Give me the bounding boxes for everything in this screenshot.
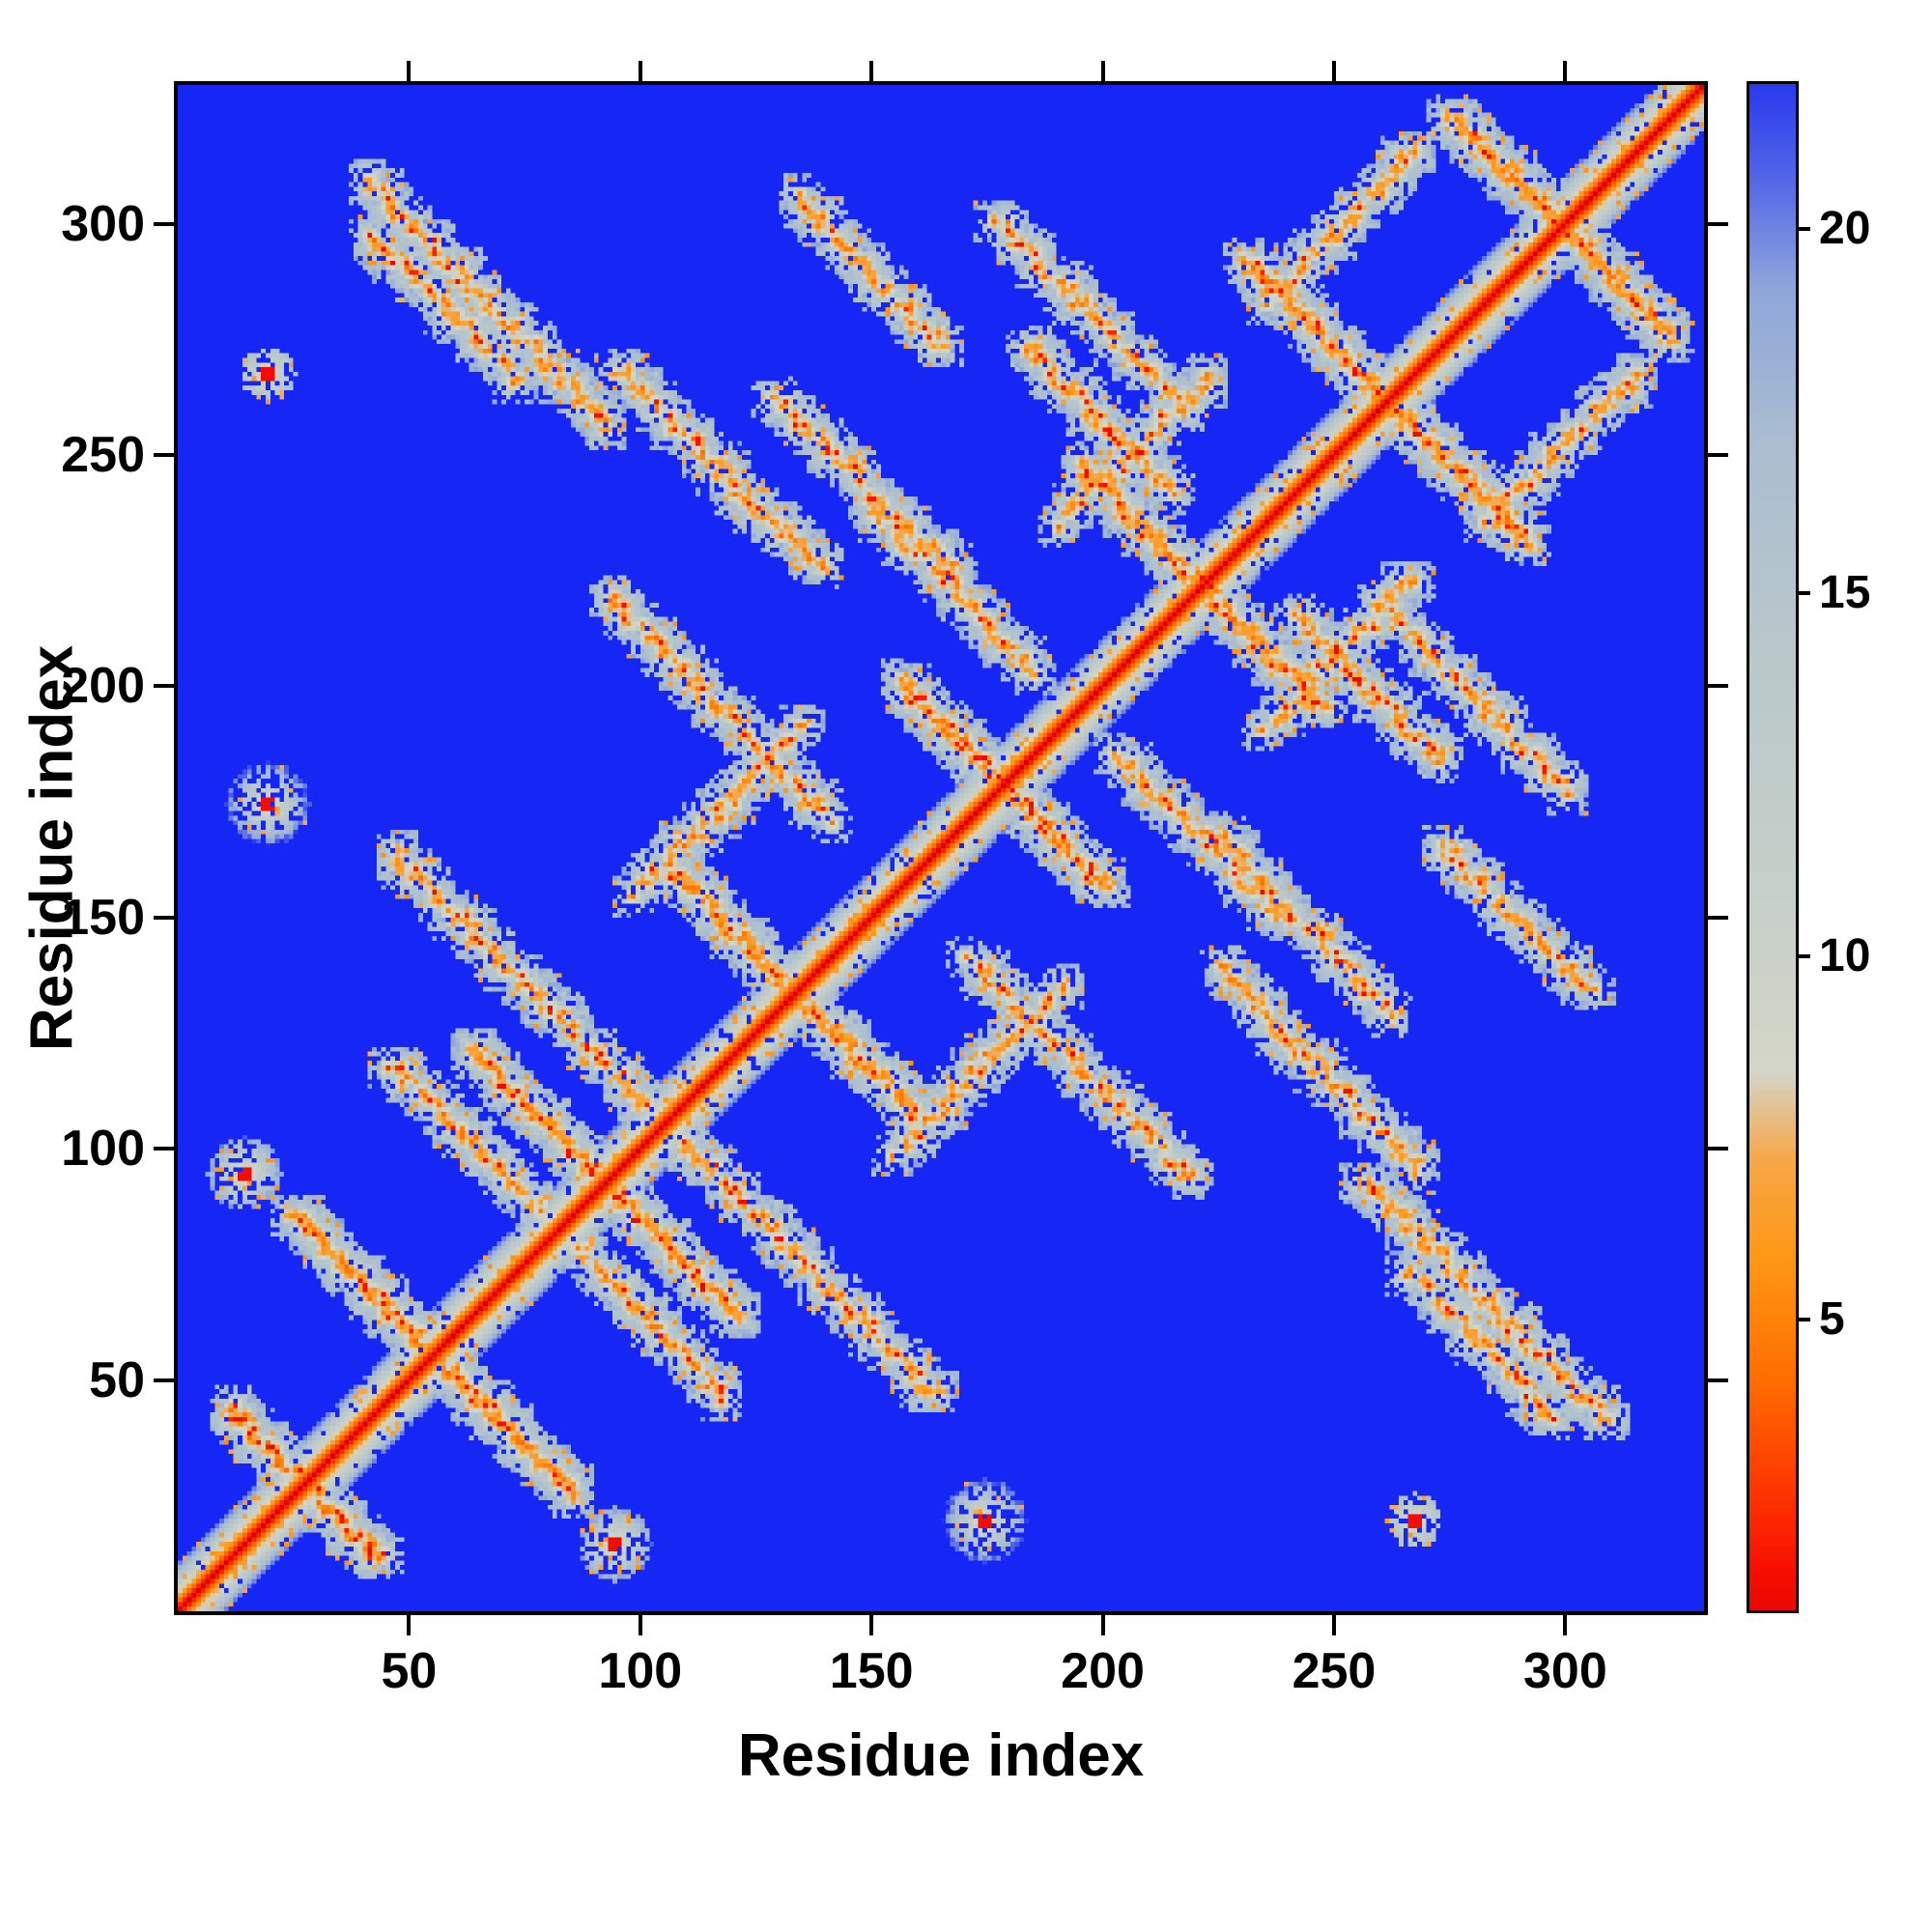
x-tick-mark (407, 1615, 412, 1635)
y-tick-mark (154, 1378, 174, 1382)
y-tick-label: 250 (61, 427, 145, 484)
x-tick-mark (1563, 1615, 1568, 1635)
y-tick-mark (154, 915, 174, 920)
y-tick-mark (154, 1147, 174, 1151)
colorbar-tick-label: 10 (1819, 929, 1871, 981)
x-tick-mark-top (869, 61, 874, 81)
y-tick-label: 100 (61, 1121, 145, 1178)
x-tick-mark (869, 1615, 874, 1635)
colorbar-tick-label: 15 (1819, 566, 1871, 618)
colorbar-tick-mark (1796, 590, 1810, 595)
colorbar-tick-mark (1796, 227, 1810, 232)
colorbar-tick-label: 5 (1819, 1293, 1845, 1346)
x-tick-mark-top (1331, 61, 1336, 81)
y-tick-mark-right (1708, 1147, 1728, 1151)
heatmap-canvas (178, 85, 1704, 1611)
colorbar-canvas (1749, 84, 1796, 1610)
plot-area: 50 100 150 200 250 300 50 100 150 200 250 300 (61, 61, 1728, 1696)
colorbar: 5 10 15 20 (1747, 81, 1870, 1613)
x-tick-mark-top (407, 61, 412, 81)
y-tick-mark-right (1708, 221, 1728, 226)
x-tick-mark-top (638, 61, 642, 81)
y-tick-mark-right (1708, 1378, 1728, 1382)
x-tick-label: 300 (1522, 1643, 1607, 1699)
y-tick-label: 50 (89, 1351, 145, 1408)
y-tick-mark (154, 221, 174, 226)
x-tick-mark-top (1563, 61, 1568, 81)
x-tick-label: 50 (381, 1643, 438, 1699)
y-tick-mark-right (1708, 684, 1728, 689)
x-axis-label: Residue index (737, 1722, 1145, 1789)
y-tick-label: 150 (61, 889, 145, 946)
y-tick-mark (154, 684, 174, 689)
x-tick-label: 250 (1292, 1643, 1377, 1699)
colorbar-tick-mark (1796, 953, 1810, 958)
x-tick-label: 200 (1061, 1643, 1145, 1699)
y-tick-mark-right (1708, 915, 1728, 920)
x-tick-mark-top (1100, 61, 1105, 81)
y-tick-mark-right (1708, 453, 1728, 458)
y-tick-label: 300 (61, 195, 145, 252)
x-tick-mark (1331, 1615, 1336, 1635)
colorbar-tick-label: 20 (1819, 203, 1871, 255)
colorbar-tick-mark (1796, 1318, 1810, 1322)
y-tick-label: 200 (61, 658, 145, 715)
y-tick-mark (154, 453, 174, 458)
x-tick-mark (638, 1615, 642, 1635)
x-tick-label: 150 (829, 1643, 914, 1699)
x-tick-mark (1100, 1615, 1105, 1635)
x-tick-label: 100 (598, 1643, 683, 1699)
